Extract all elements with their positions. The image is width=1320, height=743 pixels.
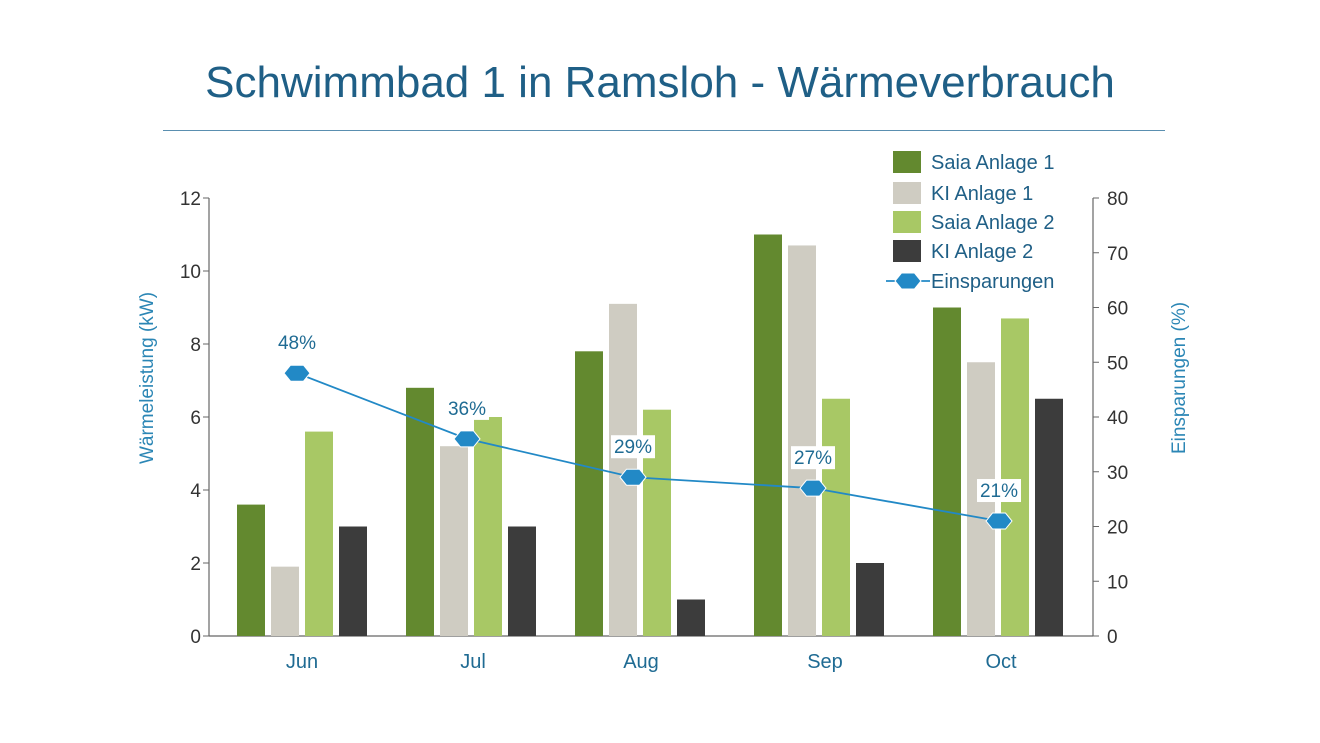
x-tick-label: Aug — [623, 651, 659, 673]
y2-tick-label: 80 — [1107, 189, 1128, 210]
y-tick-label: 0 — [190, 627, 201, 648]
savings-marker — [619, 468, 647, 486]
savings-marker — [283, 364, 311, 382]
y-tick-label: 12 — [180, 189, 201, 210]
y-tick-label: 2 — [190, 554, 201, 575]
x-tick-label: Sep — [807, 651, 843, 673]
y2-tick-label: 30 — [1107, 463, 1128, 484]
bar-saia-anlage-2 — [474, 417, 502, 636]
savings-label: 29% — [614, 437, 652, 458]
bar-ki-anlage-2 — [856, 563, 884, 636]
bar-ki-anlage-1 — [271, 566, 299, 636]
y-axis-label: Wärmeleistung (kW) — [137, 292, 158, 464]
bar-saia-anlage-1 — [575, 351, 603, 636]
chart-title: Schwimmbad 1 in Ramsloh - Wärmeverbrauch — [205, 58, 1115, 107]
savings-label: 48% — [278, 333, 316, 354]
y2-tick-label: 40 — [1107, 408, 1128, 429]
savings-marker — [453, 430, 481, 448]
savings-label-bg — [611, 435, 655, 459]
bar-saia-anlage-1 — [933, 307, 961, 636]
x-tick-label: Jul — [460, 651, 486, 673]
bar-ki-anlage-2 — [677, 599, 705, 636]
savings-label: 21% — [980, 481, 1018, 502]
title-divider — [163, 130, 1165, 131]
x-tick-label: Jun — [286, 651, 318, 673]
legend-label: Saia Anlage 2 — [931, 212, 1054, 234]
bar-saia-anlage-1 — [237, 504, 265, 636]
bar-saia-anlage-2 — [305, 431, 333, 636]
bar-ki-anlage-1 — [440, 446, 468, 636]
legend-line-marker — [894, 272, 922, 290]
bars — [237, 234, 1063, 636]
bar-ki-anlage-1 — [788, 245, 816, 636]
y2-tick-label: 0 — [1107, 627, 1118, 648]
savings-line: 48% 36% 29% 27% 21% — [275, 331, 1021, 530]
bar-ki-anlage-2 — [508, 526, 536, 636]
legend-label: Saia Anlage 1 — [931, 152, 1054, 174]
savings-label-bg — [977, 479, 1021, 503]
y-tick-label: 8 — [190, 335, 201, 356]
bar-saia-anlage-1 — [406, 387, 434, 636]
y2-tick-label: 50 — [1107, 353, 1128, 374]
y-tick-label: 6 — [190, 408, 201, 429]
y2-tick-label: 60 — [1107, 299, 1128, 320]
legend-swatch — [893, 182, 921, 204]
x-tick-label: Oct — [985, 651, 1017, 673]
y2-axis-label: Einsparungen (%) — [1169, 302, 1190, 454]
savings-label-bg — [791, 446, 835, 470]
savings-label-bg — [445, 396, 489, 420]
y2-tick-label: 70 — [1107, 244, 1128, 265]
bar-saia-anlage-2 — [822, 398, 850, 636]
savings-marker — [799, 479, 827, 497]
y-tick-label: 4 — [190, 481, 201, 502]
y2-tick-label: 10 — [1107, 572, 1128, 593]
bar-saia-anlage-2 — [1001, 318, 1029, 636]
legend-swatch — [893, 151, 921, 173]
bar-ki-anlage-2 — [1035, 398, 1063, 636]
savings-label: 36% — [448, 399, 486, 420]
bar-saia-anlage-1 — [754, 234, 782, 636]
bar-ki-anlage-2 — [339, 526, 367, 636]
y2-tick-label: 20 — [1107, 518, 1128, 539]
y-tick-label: 10 — [180, 262, 201, 283]
savings-label-bg — [275, 331, 319, 355]
legend-label: Einsparungen — [931, 271, 1054, 293]
legend-label: KI Anlage 2 — [931, 241, 1033, 263]
legend-swatch — [893, 240, 921, 262]
legend-label: KI Anlage 1 — [931, 183, 1033, 205]
savings-label: 27% — [794, 448, 832, 469]
savings-marker — [985, 512, 1013, 530]
legend: Saia Anlage 1 KI Anlage 1 Saia Anlage 2 KI … — [886, 151, 1054, 293]
legend-swatch — [893, 211, 921, 233]
